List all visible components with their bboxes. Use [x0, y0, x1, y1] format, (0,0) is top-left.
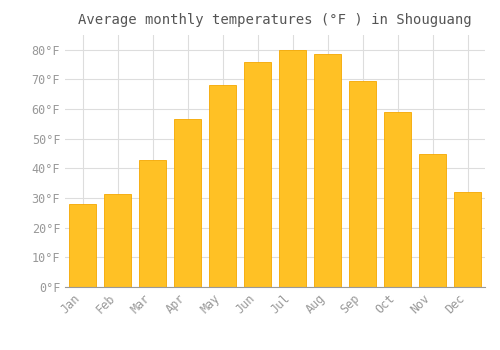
Bar [70, 204, 96, 287]
Bar [350, 81, 376, 287]
Bar [454, 192, 480, 287]
Bar [420, 154, 446, 287]
Bar [104, 194, 130, 287]
Title: Average monthly temperatures (°F ) in Shouguang: Average monthly temperatures (°F ) in Sh… [78, 13, 472, 27]
Bar [280, 50, 305, 287]
Bar [174, 119, 201, 287]
Bar [244, 62, 270, 287]
Bar [210, 85, 236, 287]
Bar [384, 112, 410, 287]
Bar [140, 160, 166, 287]
Bar [314, 54, 340, 287]
